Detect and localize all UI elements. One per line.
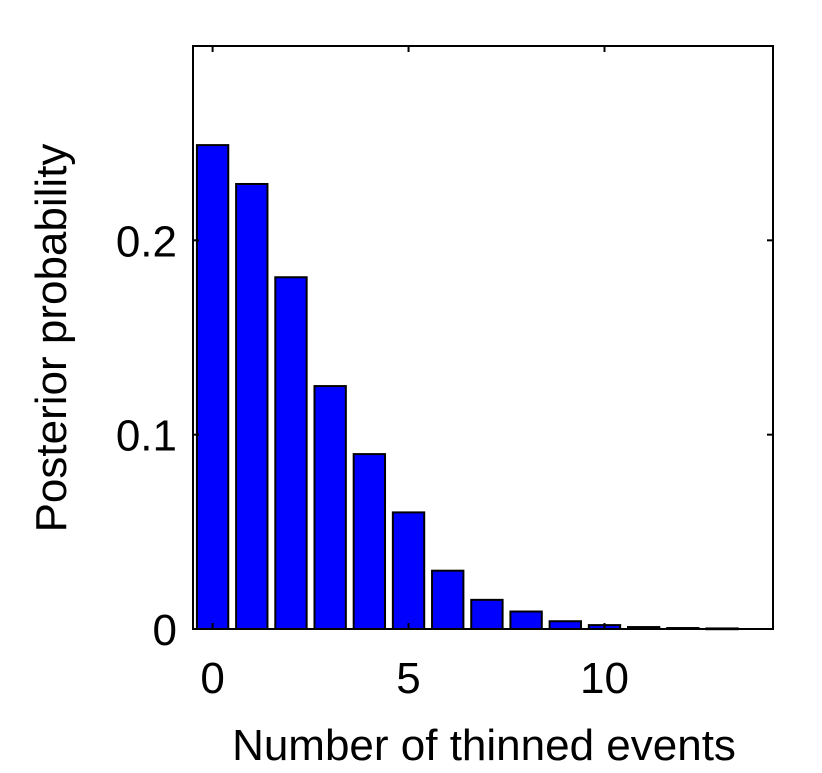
bar-8 xyxy=(509,610,543,631)
y-tick-label: 0.2 xyxy=(116,217,177,266)
bar-1 xyxy=(235,182,269,630)
y-tick-label: 0.1 xyxy=(116,412,177,461)
x-tick-label: 10 xyxy=(580,654,629,703)
x-axis-title: Number of thinned events xyxy=(232,721,736,770)
ticks-layer xyxy=(193,46,773,630)
bar-4 xyxy=(352,453,387,630)
x-tick-label: 5 xyxy=(396,654,420,703)
bar-2 xyxy=(274,276,308,630)
y-axis-title: Posterior probability xyxy=(27,144,76,533)
bar-7 xyxy=(470,598,504,630)
labels-layer: 0 5 10 0 0.1 0.2 xyxy=(116,217,629,703)
x-tick-label: 0 xyxy=(200,654,224,703)
bar-3 xyxy=(313,385,347,630)
bar-6 xyxy=(431,569,465,631)
plot-frame xyxy=(192,45,774,630)
bars-layer xyxy=(195,144,739,631)
y-tick-label: 0 xyxy=(153,606,177,655)
bar-0 xyxy=(195,144,230,631)
bar-5 xyxy=(391,511,426,631)
bar-9 xyxy=(548,620,582,630)
